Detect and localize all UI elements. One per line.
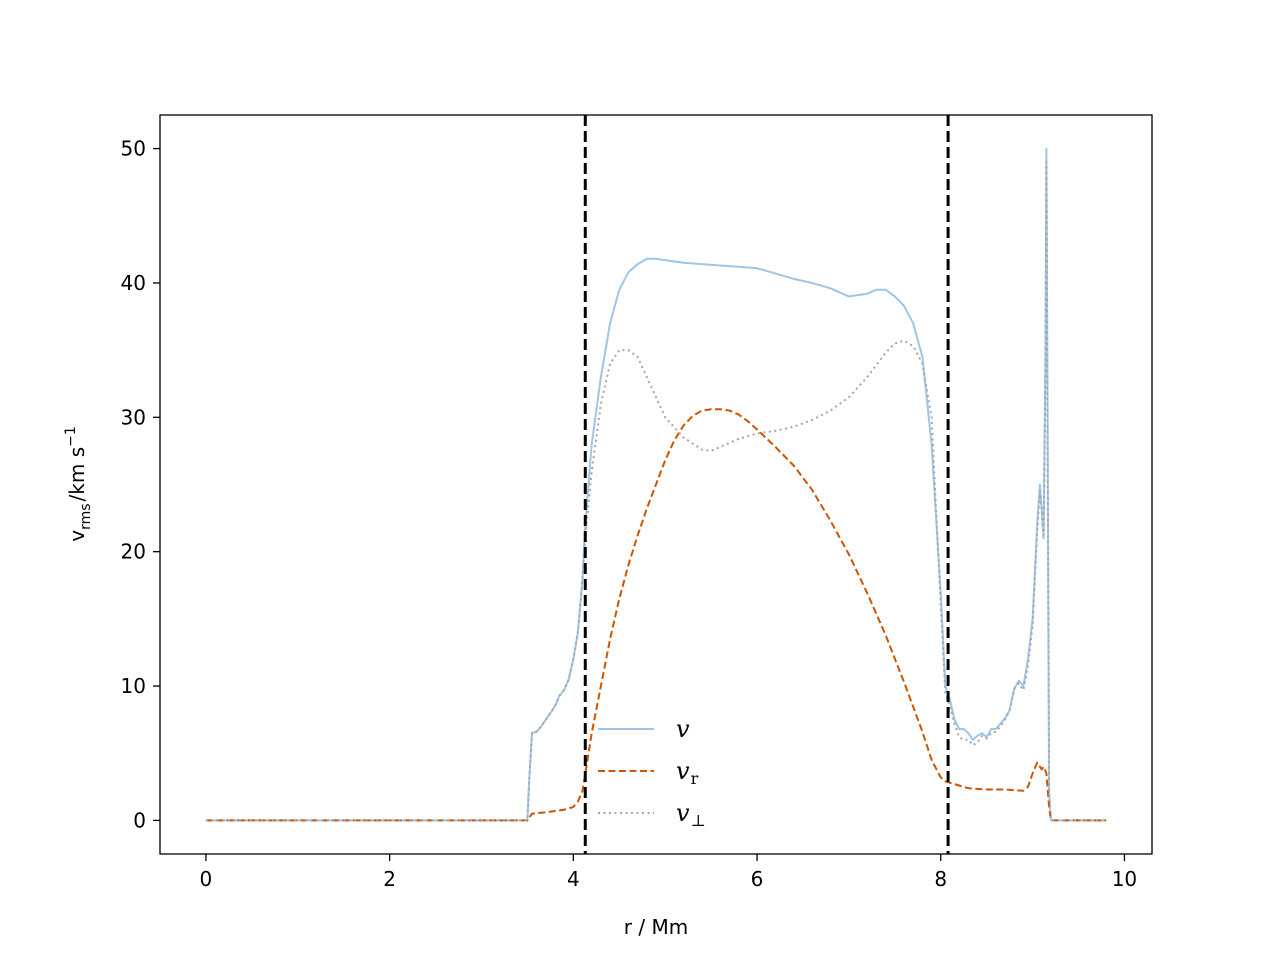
series-line-v-r	[205, 408, 1107, 822]
plot-frame	[159, 114, 1153, 855]
x-axis: 0 2 4 6 8 10	[200, 854, 1137, 891]
y-axis-label-unit: /km s	[65, 447, 89, 502]
legend-label: vr	[676, 757, 699, 788]
y-tick-label: 10	[121, 674, 146, 698]
y-axis-label: vrms/km s−1	[63, 426, 94, 542]
y-axis-label-sub: rms	[78, 503, 94, 529]
x-tick-label: 4	[567, 867, 580, 891]
x-tick-label: 6	[751, 867, 764, 891]
y-axis: 0 10 20 30 40 50	[121, 137, 160, 832]
legend: v vr v⊥	[598, 715, 706, 830]
y-tick-label: 40	[121, 271, 146, 295]
x-tick-label: 0	[200, 867, 213, 891]
legend-label: v	[676, 715, 690, 743]
x-axis-label: r / Mm	[624, 915, 688, 939]
series-layer	[205, 147, 1107, 822]
vline-layer	[583, 115, 950, 854]
y-axis-label-sup: −1	[63, 426, 79, 447]
y-tick-label: 50	[121, 137, 146, 161]
legend-label: v⊥	[676, 799, 706, 830]
y-tick-label: 0	[133, 808, 146, 832]
y-tick-label: 20	[121, 540, 146, 564]
x-tick-label: 2	[383, 867, 396, 891]
y-tick-label: 30	[121, 405, 146, 429]
x-tick-label: 8	[934, 867, 947, 891]
x-tick-label: 10	[1112, 867, 1137, 891]
series-line-v-perp	[205, 161, 1107, 822]
y-axis-label-base: v	[65, 530, 89, 542]
